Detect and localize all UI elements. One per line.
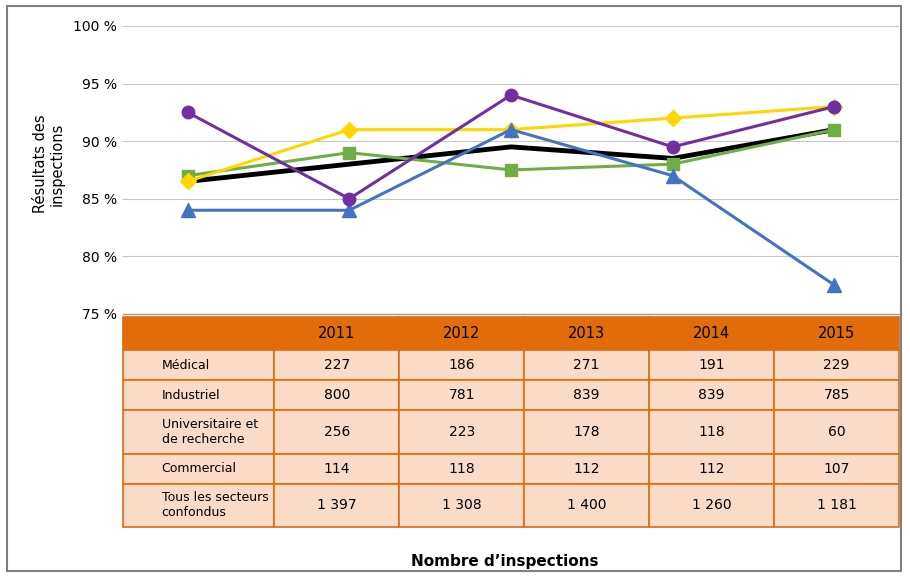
Text: 223: 223 <box>449 425 475 439</box>
Text: 256: 256 <box>324 425 349 439</box>
Text: 2013: 2013 <box>568 326 605 341</box>
Text: Industriel: Industriel <box>162 389 220 401</box>
Text: 1 400: 1 400 <box>567 498 606 512</box>
Text: 178: 178 <box>573 425 600 439</box>
Text: 2011: 2011 <box>318 326 355 341</box>
Text: 800: 800 <box>324 388 349 402</box>
Text: 2015: 2015 <box>818 326 855 341</box>
Text: Commercial: Commercial <box>162 462 237 475</box>
Text: 186: 186 <box>449 358 475 372</box>
Text: Médical: Médical <box>162 359 210 372</box>
Text: 118: 118 <box>698 425 725 439</box>
Text: 1 260: 1 260 <box>692 498 732 512</box>
Text: 229: 229 <box>824 358 850 372</box>
Text: 839: 839 <box>698 388 725 402</box>
Text: 1 308: 1 308 <box>442 498 481 512</box>
Text: Nombre d’inspections: Nombre d’inspections <box>411 554 599 569</box>
Text: 2012: 2012 <box>443 326 480 341</box>
Text: 1 181: 1 181 <box>816 498 856 512</box>
Text: 107: 107 <box>824 461 850 476</box>
Text: 112: 112 <box>698 461 725 476</box>
Text: 2014: 2014 <box>693 326 730 341</box>
Text: 112: 112 <box>573 461 600 476</box>
Text: 191: 191 <box>698 358 725 372</box>
Text: 227: 227 <box>324 358 349 372</box>
Y-axis label: Résultats des
inspections: Résultats des inspections <box>33 115 66 214</box>
Text: 781: 781 <box>449 388 475 402</box>
Text: 114: 114 <box>323 461 350 476</box>
Text: 839: 839 <box>573 388 600 402</box>
Text: 785: 785 <box>824 388 850 402</box>
Text: 118: 118 <box>449 461 475 476</box>
Text: 271: 271 <box>573 358 600 372</box>
Text: 1 397: 1 397 <box>317 498 357 512</box>
Text: Universitaire et
de recherche: Universitaire et de recherche <box>162 418 258 446</box>
Text: Tous les secteurs
confondus: Tous les secteurs confondus <box>162 491 268 520</box>
Text: 60: 60 <box>828 425 845 439</box>
